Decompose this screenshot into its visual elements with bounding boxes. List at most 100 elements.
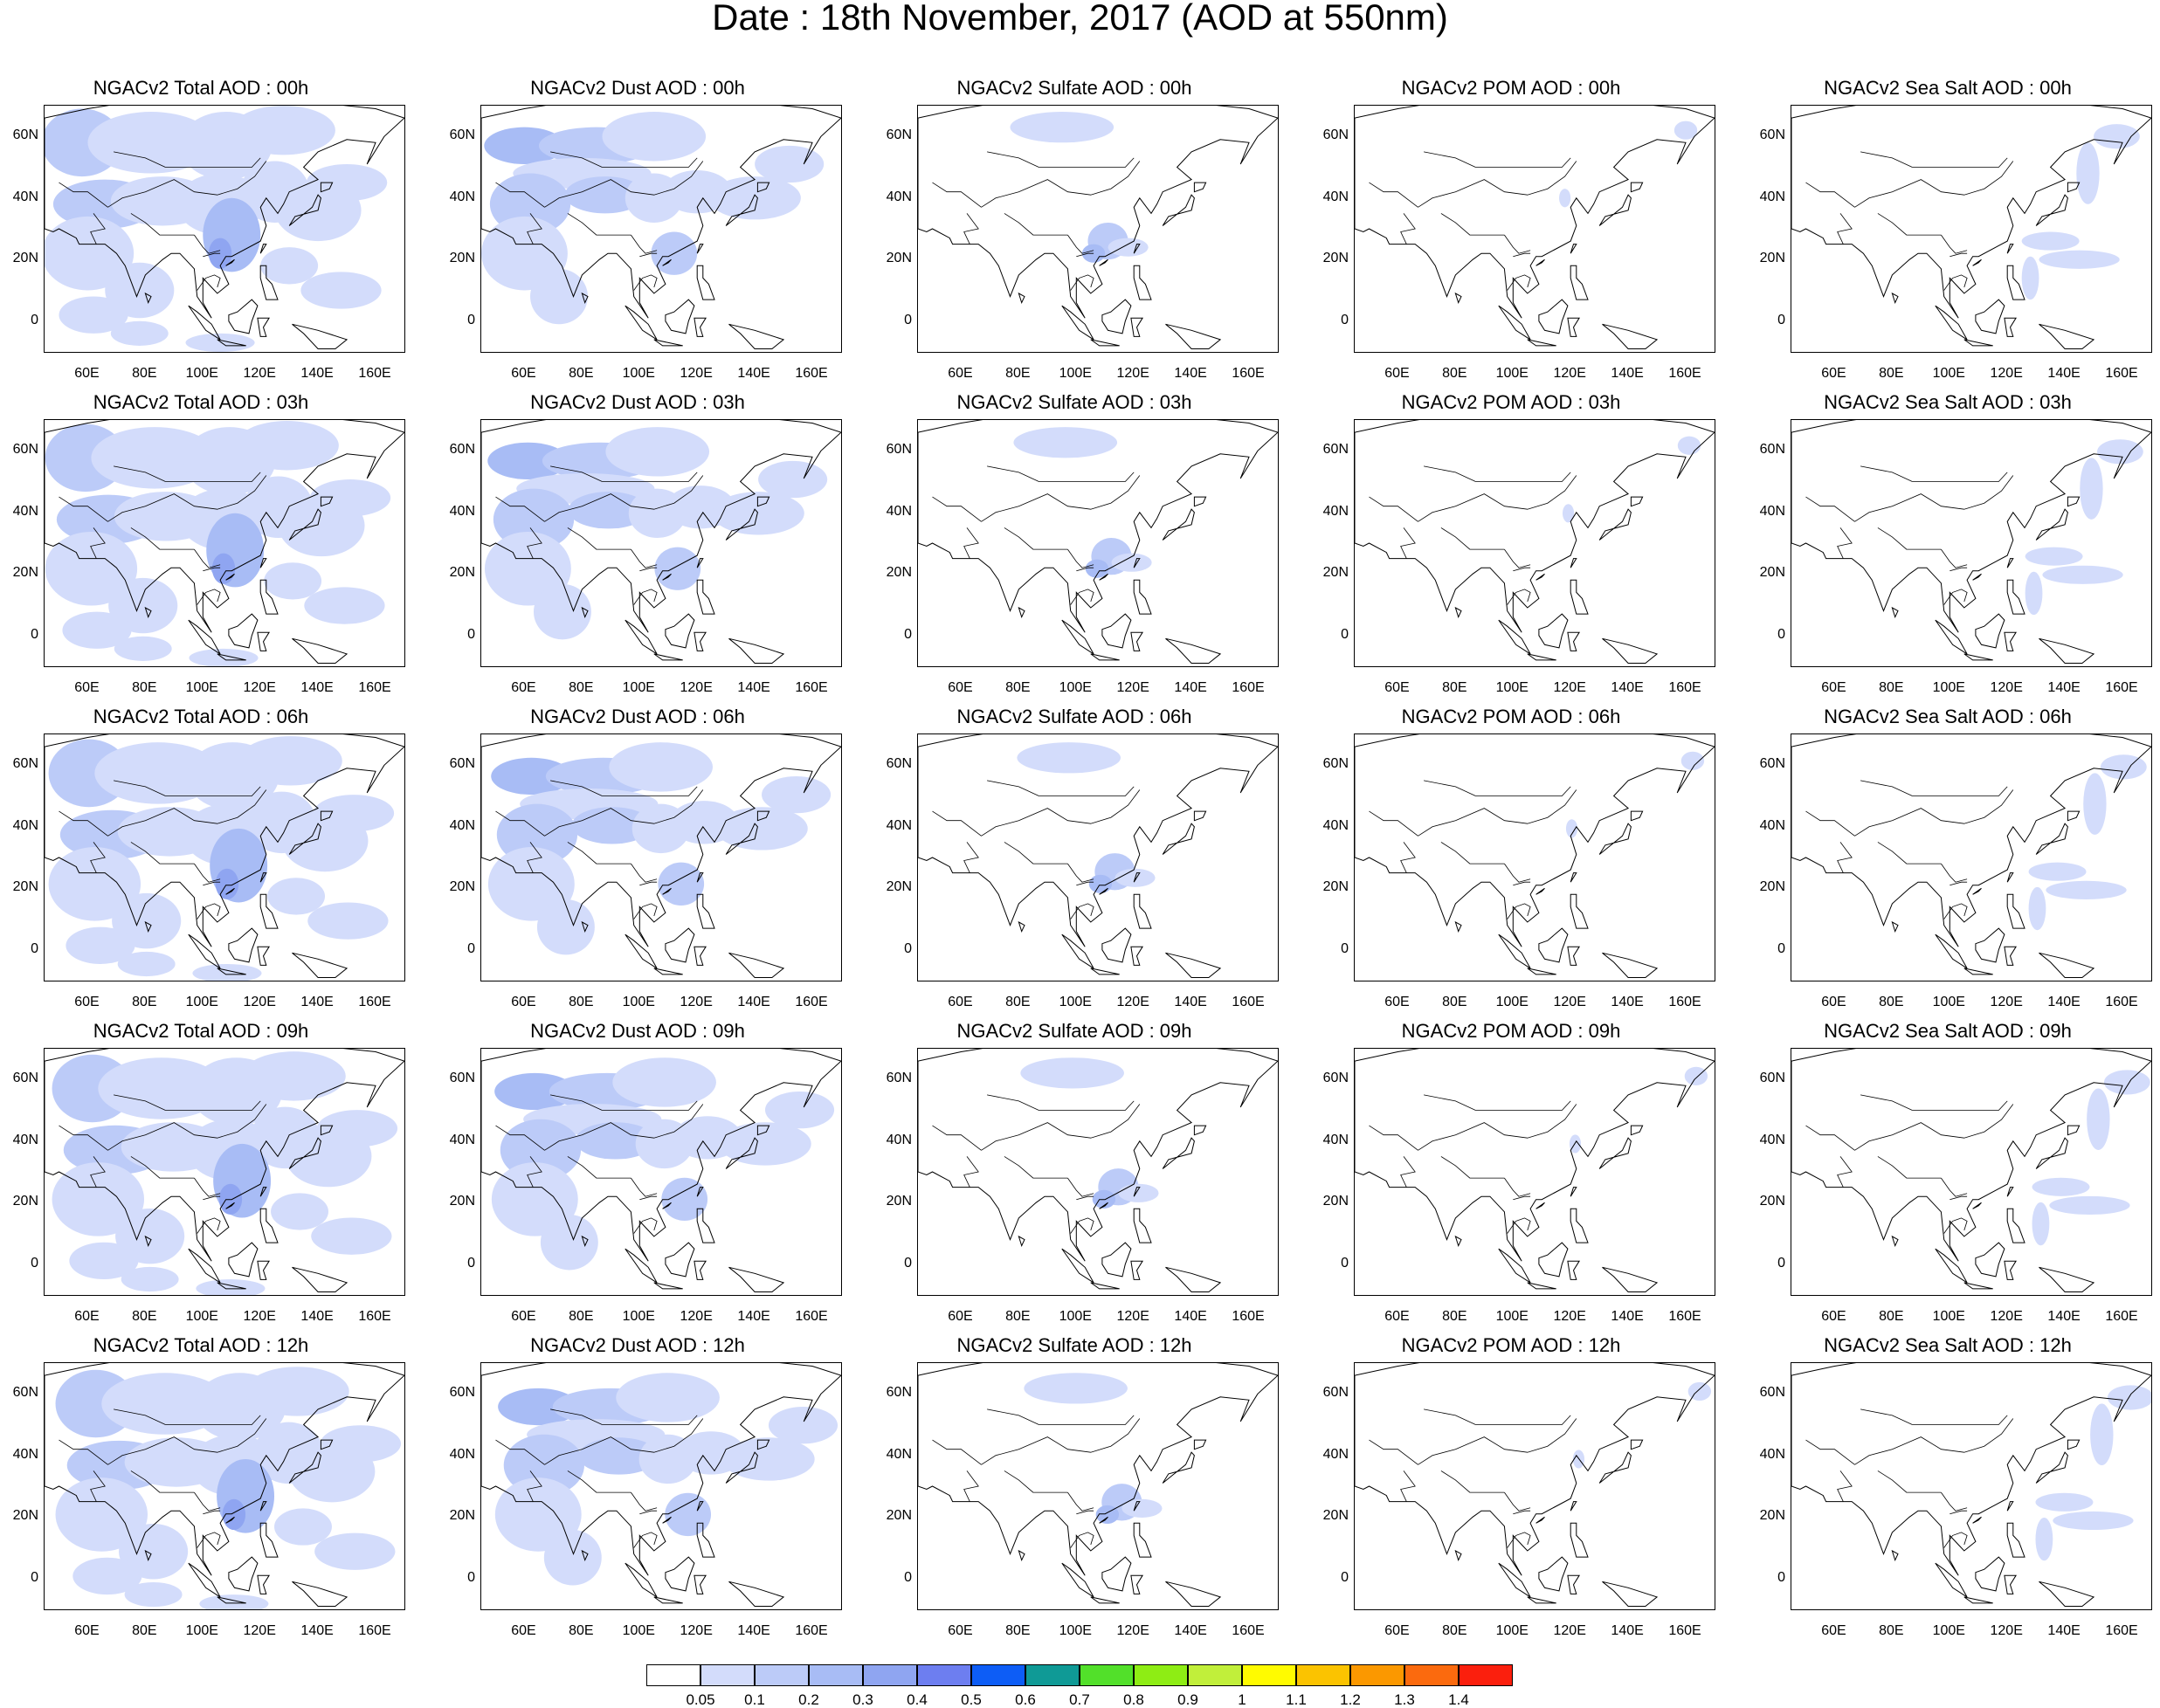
aod-map — [1791, 734, 2151, 978]
latitude-label: 40N — [1322, 1132, 1349, 1147]
map-panel: NGACv2 Total AOD : 09h 60N 40N 20N 0 60E 80E 10… — [0, 1020, 405, 1334]
coastline — [259, 1187, 267, 1197]
country-border — [527, 1470, 542, 1502]
aod-shade-patch — [2028, 862, 2087, 881]
country-border — [631, 1491, 658, 1512]
aod-shade-patch — [260, 247, 319, 285]
coastline — [1538, 299, 1569, 334]
aod-shade-patch — [271, 1193, 328, 1230]
coastline — [1567, 631, 1581, 651]
coastline — [1133, 265, 1152, 300]
coastline — [1193, 182, 1207, 193]
coastline — [1061, 1248, 1094, 1284]
coastline — [1567, 317, 1581, 337]
coastline — [1165, 323, 1222, 349]
panel-title: NGACv2 Total AOD : 06h — [93, 706, 309, 727]
coastline — [581, 920, 589, 933]
coastline — [259, 265, 279, 300]
aod-shade-patch — [2100, 754, 2147, 780]
coastline — [259, 1208, 279, 1243]
country-border — [1513, 1195, 1531, 1201]
latitude-label: 40N — [886, 1446, 912, 1462]
coastline — [696, 1522, 715, 1558]
country-border — [197, 1532, 221, 1548]
coastline — [1535, 1202, 1545, 1209]
country-border — [1067, 863, 1094, 883]
coastline — [288, 1451, 321, 1484]
coastline — [1602, 1581, 1659, 1607]
coastline — [1935, 1248, 1968, 1284]
coastline — [728, 323, 785, 349]
aod-shade-patch — [2021, 256, 2039, 300]
longitude-label: 80E — [1442, 1623, 1467, 1638]
country-border — [639, 881, 658, 886]
country-border — [1941, 863, 1968, 883]
country-border — [1424, 1094, 1476, 1111]
colorbar-label: 0.9 — [1177, 1691, 1198, 1708]
coastline — [1090, 1596, 1120, 1604]
longitude-label: 140E — [1611, 1309, 1644, 1324]
panel-title: NGACv2 Dust AOD : 03h — [530, 391, 745, 413]
coastline — [1975, 1242, 2005, 1278]
coastline — [45, 1049, 404, 1262]
longitude-label: 160E — [358, 1623, 391, 1638]
aod-shade-patch — [578, 1437, 659, 1475]
map-panel: NGACv2 POM AOD : 09h 60N 40N 20N 0 60E 80E 100E… — [1310, 1020, 1715, 1334]
coastline — [1975, 1556, 2005, 1592]
map-frame — [44, 1362, 405, 1610]
country-border — [1950, 881, 1968, 886]
latitude-label: 40N — [449, 189, 475, 204]
country-border — [1860, 780, 1913, 796]
country-border — [1070, 589, 1094, 605]
country-border — [1805, 1439, 1855, 1465]
country-border — [1475, 786, 1571, 796]
coastline — [2035, 508, 2068, 541]
coastline — [662, 258, 672, 266]
map-panel: NGACv2 Total AOD : 00h 60N 40N 20N 0 60E 80E 10… — [0, 77, 405, 391]
country-border — [1513, 567, 1531, 572]
coastline — [2006, 893, 2025, 929]
coastline — [1963, 653, 1993, 661]
aod-shade-patch — [755, 145, 825, 183]
longitude-label: 160E — [1232, 366, 1265, 381]
colorbar-swatch — [1080, 1664, 1134, 1686]
coastline — [1602, 1266, 1659, 1292]
longitude-label: 60E — [948, 680, 973, 695]
aod-shade-patch — [1687, 1381, 1712, 1402]
longitude-label: 60E — [1384, 1309, 1410, 1324]
longitude-label: 100E — [185, 1623, 218, 1638]
longitude-label: 120E — [1553, 680, 1586, 695]
aod-shade-patch — [540, 1214, 598, 1271]
longitude-label: 80E — [1879, 680, 1904, 695]
aod-shade-patch — [2094, 124, 2140, 149]
longitude-label: 80E — [132, 680, 157, 695]
panel-title: NGACv2 Sea Salt AOD : 12h — [1824, 1334, 2072, 1356]
coastline — [1570, 872, 1577, 883]
country-border — [1424, 465, 1476, 482]
coastline — [1570, 1187, 1577, 1197]
colorbar-label: 1 — [1238, 1691, 1246, 1708]
coastline — [1133, 579, 1152, 615]
country-border — [59, 810, 108, 837]
aod-shade-patch — [602, 112, 707, 162]
coastline — [1165, 1581, 1222, 1607]
map-frame — [480, 733, 842, 981]
coastline — [2006, 872, 2014, 883]
aod-shade-patch — [306, 163, 388, 202]
coastline — [665, 927, 695, 963]
longitude-label: 80E — [1879, 366, 1904, 381]
country-border — [1475, 472, 1571, 482]
country-border — [59, 496, 108, 522]
aod-shade-patch — [117, 951, 176, 977]
country-border — [197, 903, 221, 919]
longitude-label: 120E — [1553, 1623, 1586, 1638]
aod-shade-patch — [484, 127, 565, 164]
coastline — [581, 606, 589, 618]
country-border — [544, 1104, 704, 1151]
aod-shade-patch — [1111, 553, 1152, 572]
aod-shade-patch — [231, 106, 335, 155]
colorbar-label: 0.2 — [798, 1691, 819, 1708]
longitude-label: 100E — [622, 1623, 655, 1638]
coastline — [1570, 893, 1589, 929]
coastline — [217, 1596, 246, 1604]
